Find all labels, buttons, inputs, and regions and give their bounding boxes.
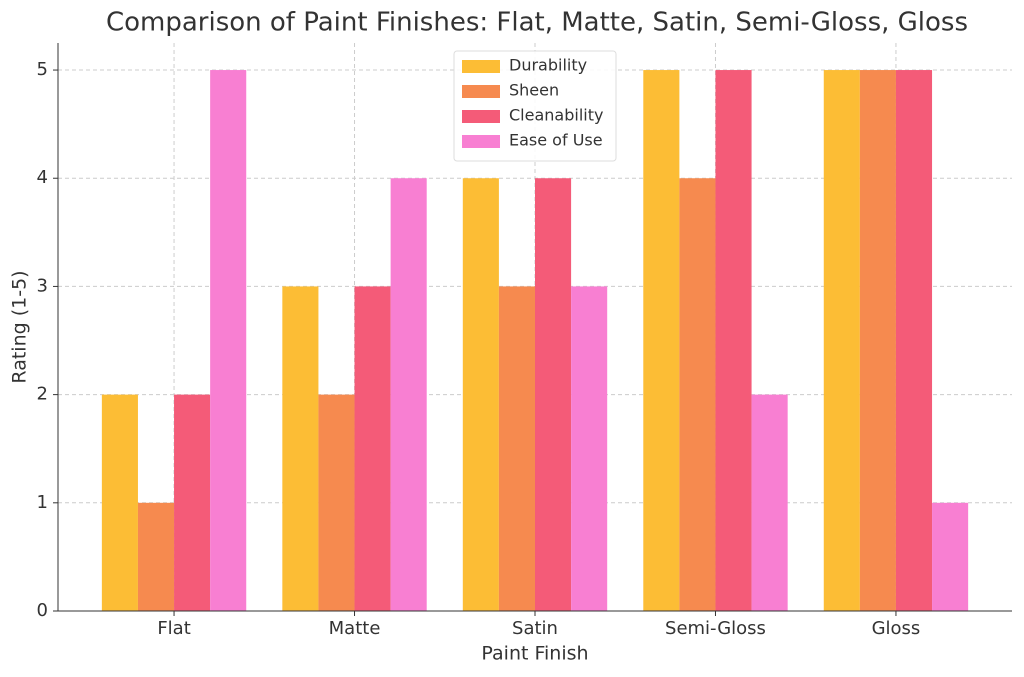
bar: [101, 394, 138, 611]
bar: [462, 178, 499, 611]
y-tick-label: 2: [37, 384, 48, 405]
bar: [390, 178, 427, 611]
bar: [823, 70, 860, 612]
bar: [318, 394, 355, 611]
bar: [679, 178, 716, 611]
y-tick-label: 0: [37, 600, 48, 621]
legend-label: Ease of Use: [509, 131, 603, 150]
y-axis-label: Rating (1-5): [9, 270, 31, 383]
bar: [895, 70, 933, 612]
bar: [282, 286, 319, 611]
y-tick-label: 1: [37, 492, 48, 513]
bar: [751, 394, 788, 611]
bar: [535, 178, 572, 611]
chart-title: Comparison of Paint Finishes: Flat, Matt…: [106, 8, 968, 38]
bar: [932, 502, 969, 611]
bar: [210, 70, 247, 612]
y-tick-label: 4: [37, 167, 48, 188]
bar: [354, 286, 391, 611]
bar: [859, 70, 896, 612]
legend: Durability Sheen Cleanability Ease of Use: [453, 50, 617, 162]
legend-label: Cleanability: [509, 106, 603, 125]
x-axis-label: Paint Finish: [481, 643, 588, 665]
y-tick-label: 3: [37, 275, 48, 296]
bar: [643, 70, 680, 612]
x-tick-label: Matte: [329, 618, 381, 639]
bar: [137, 502, 175, 611]
bar: [571, 286, 608, 611]
y-tick-label: 5: [37, 59, 48, 80]
legend-swatch: [462, 85, 500, 98]
x-tick-label: Satin: [512, 618, 558, 639]
legend-label: Durability: [509, 56, 587, 75]
legend-label: Sheen: [509, 81, 559, 100]
x-tick-label: Flat: [157, 618, 190, 639]
legend-swatch: [462, 60, 500, 73]
bar: [498, 286, 535, 611]
bar: [715, 70, 752, 612]
bar: [174, 394, 211, 611]
x-tick-label: Gloss: [872, 618, 921, 639]
x-tick-label: Semi-Gloss: [665, 618, 766, 639]
legend-swatch: [462, 110, 500, 123]
legend-swatch: [462, 135, 500, 148]
legend-box: [453, 50, 617, 162]
